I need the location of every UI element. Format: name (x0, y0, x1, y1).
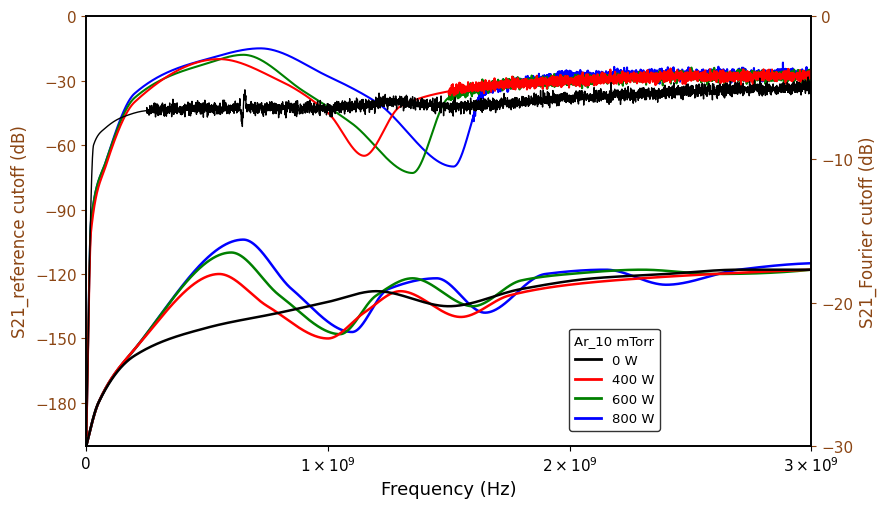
X-axis label: Frequency (Hz): Frequency (Hz) (381, 480, 517, 498)
Legend: 0 W, 400 W, 600 W, 800 W: 0 W, 400 W, 600 W, 800 W (569, 329, 660, 431)
Y-axis label: S21_Fourier cutoff (dB): S21_Fourier cutoff (dB) (859, 136, 876, 327)
Y-axis label: S21_reference cutoff (dB): S21_reference cutoff (dB) (12, 125, 29, 338)
